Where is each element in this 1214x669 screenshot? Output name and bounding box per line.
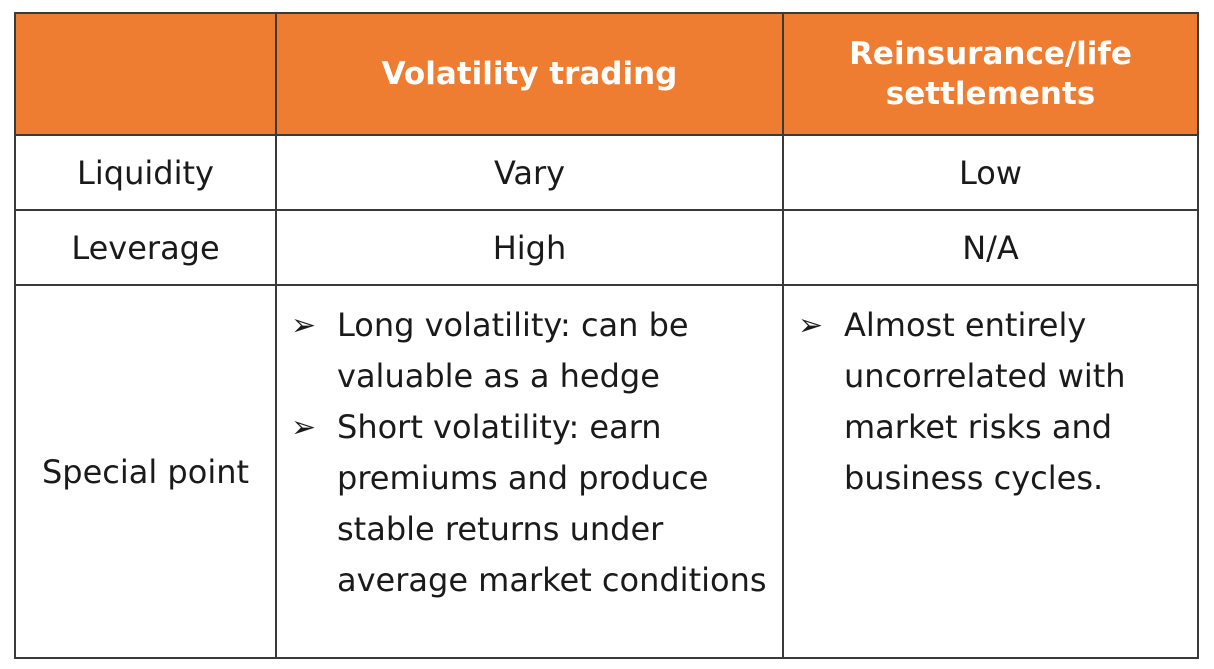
volatility-bullet-list: ➢ Long volatility: can be valuable as a …	[291, 300, 772, 606]
table-row-special-point: Special point ➢ Long volatility: can be …	[14, 284, 1199, 659]
cell-liquidity-reinsurance: Low	[782, 134, 1199, 211]
header-row: Volatility trading Reinsurance/life sett…	[14, 12, 1199, 136]
cell-special-reinsurance: ➢ Almost entirely uncorrelated with mark…	[782, 284, 1199, 659]
row-label-special-point: Special point	[14, 284, 277, 659]
cell-leverage-reinsurance: N/A	[782, 209, 1199, 286]
header-reinsurance-line1: Reinsurance/life	[849, 36, 1132, 72]
cell-leverage-volatility: High	[275, 209, 784, 286]
row-label-leverage: Leverage	[14, 209, 277, 286]
table-row-leverage: Leverage High N/A	[14, 209, 1199, 286]
table-row-liquidity: Liquidity Vary Low	[14, 134, 1199, 211]
arrowhead-bullet-icon: ➢	[291, 410, 317, 445]
list-item: ➢ Almost entirely uncorrelated with mark…	[798, 300, 1187, 504]
list-item: ➢ Long volatility: can be valuable as a …	[291, 300, 772, 402]
header-reinsurance-line2: settlements	[885, 76, 1096, 112]
row-label-liquidity: Liquidity	[14, 134, 277, 211]
bullet-text: Long volatility: can be valuable as a he…	[337, 306, 689, 395]
header-reinsurance: Reinsurance/life settlements	[782, 12, 1199, 136]
reinsurance-bullet-list: ➢ Almost entirely uncorrelated with mark…	[798, 300, 1187, 504]
header-corner-cell	[14, 12, 277, 136]
header-volatility-trading: Volatility trading	[275, 12, 784, 136]
bullet-text: Short volatility: earn premiums and prod…	[337, 408, 767, 599]
arrowhead-bullet-icon: ➢	[291, 308, 317, 343]
comparison-table: Volatility trading Reinsurance/life sett…	[14, 12, 1199, 659]
arrowhead-bullet-icon: ➢	[798, 308, 824, 343]
cell-liquidity-volatility: Vary	[275, 134, 784, 211]
bullet-text: Almost entirely uncorrelated with market…	[844, 306, 1126, 497]
list-item: ➢ Short volatility: earn premiums and pr…	[291, 402, 772, 606]
cell-special-volatility: ➢ Long volatility: can be valuable as a …	[275, 284, 784, 659]
